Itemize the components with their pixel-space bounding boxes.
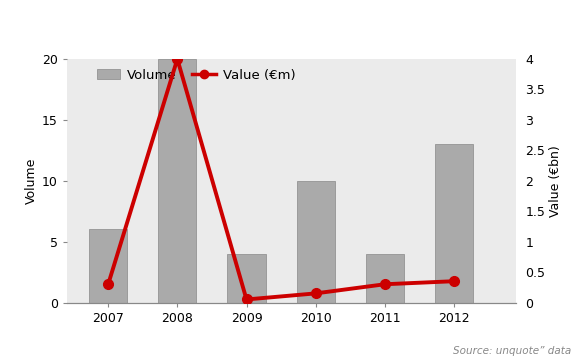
Text: Source: unquote” data: Source: unquote” data <box>453 346 571 356</box>
Text: Volume and value of investments in UK oil & gas services: Volume and value of investments in UK oi… <box>79 20 501 35</box>
Bar <box>227 254 266 303</box>
Bar <box>296 181 335 303</box>
Y-axis label: Value (€bn): Value (€bn) <box>549 145 563 217</box>
Bar <box>435 144 473 303</box>
Bar <box>89 229 127 303</box>
Y-axis label: Volume: Volume <box>24 158 38 204</box>
Bar <box>158 59 197 303</box>
Legend: Volume, Value (€m): Volume, Value (€m) <box>91 63 300 87</box>
Bar <box>366 254 404 303</box>
